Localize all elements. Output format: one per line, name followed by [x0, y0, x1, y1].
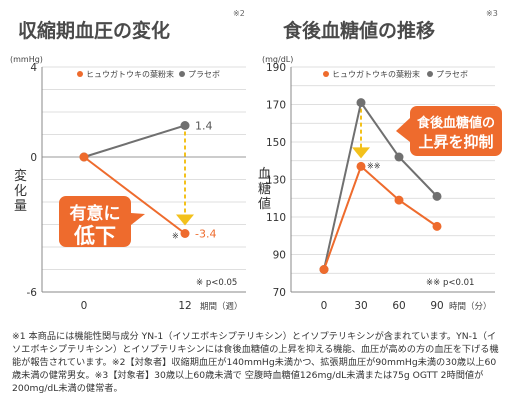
bp-legend-swatch-test	[77, 71, 83, 77]
glucose-callout: 食後血糖値の上昇を抑制	[396, 106, 502, 156]
glucose-y-axis-title: 血糖値	[258, 167, 271, 212]
bp-legend-label-placebo: プラセボ	[188, 70, 220, 79]
gl-series-line-test	[323, 164, 438, 270]
glucose-legend-swatch-test	[323, 71, 329, 77]
bp-y-tick-label: 0	[30, 152, 37, 164]
glucose-legend-label-test: ヒュウガトウキの葉粉末	[332, 69, 420, 79]
glucose-x-tick-labels: 0 30 60 90	[321, 300, 444, 312]
gl-data-point-test	[394, 195, 404, 205]
gl-y-axis-title-char: 糖	[258, 181, 271, 197]
bp-series: -3.4 1.4 ※	[79, 120, 216, 241]
glucose-legend-label-placebo: プラセボ	[436, 70, 468, 79]
gl-y-tick-label: 110	[266, 212, 286, 224]
bp-x-tick-labels: 0 12	[81, 300, 192, 312]
glucose-callout-text: 食後血糖値の上昇を抑制	[417, 115, 495, 151]
bp-y-tick-labels: 4 0 -6	[27, 62, 38, 299]
bp-chart-title-note: ※2	[233, 9, 245, 18]
glucose-legend: ヒュウガトウキの葉粉末 プラセボ	[323, 69, 468, 79]
gl-x-tick-label: 30	[354, 300, 367, 312]
bp-arrow-head	[176, 214, 194, 226]
gl-series-line-placebo	[323, 100, 438, 270]
bp-x-axis-title: 期間（週）	[200, 301, 243, 312]
bp-data-label: -3.4	[195, 228, 216, 241]
bp-callout-box	[59, 196, 131, 247]
bp-data-point-test	[79, 152, 89, 162]
bp-chart: 収縮期血圧の変化 ※2 (mmHg) ヒュウガトウキの葉粉末 プラセボ 4 0 -6…	[10, 9, 246, 312]
charts-canvas: 収縮期血圧の変化 ※2 (mmHg) ヒュウガトウキの葉粉末 プラセボ 4 0 -6…	[10, 9, 502, 312]
glucose-chart: 食後血糖値の推移 ※3 (mg/dL) ヒュウガトウキの葉粉末 プラセボ 190…	[258, 9, 502, 312]
gl-x-tick-label: 0	[321, 300, 328, 312]
bp-y-unit: (mmHg)	[10, 55, 43, 64]
glucose-x-axis-title: 時間（分）	[449, 301, 492, 312]
bp-x-tick-label: 12	[178, 300, 191, 312]
bp-y-tick-label: -6	[27, 287, 38, 299]
gl-data-point-placebo	[356, 98, 366, 108]
bp-data-point-placebo	[180, 121, 190, 130]
glucose-series: ※※	[319, 98, 442, 274]
bp-callout-line: 低下	[73, 224, 116, 248]
bp-series-line-placebo	[83, 124, 186, 158]
bp-callout: 有意に低下	[59, 196, 145, 248]
gl-x-tick-label: 60	[392, 300, 405, 312]
gl-y-axis-title-char: 値	[258, 196, 271, 212]
gl-y-tick-label: 90	[273, 250, 286, 262]
bp-legend-swatch-placebo	[179, 71, 185, 77]
gl-y-tick-label: 70	[273, 287, 286, 299]
bp-y-axis-title-char: 化	[14, 184, 27, 199]
bp-significance-note: ※ p<0.05	[196, 278, 237, 288]
gl-data-point-test	[356, 161, 366, 171]
bp-significance-mark: ※	[172, 232, 179, 241]
bp-data-label: 1.4	[195, 120, 213, 133]
gl-data-point-placebo	[394, 152, 404, 162]
bp-x-tick-label: 0	[81, 300, 88, 312]
gl-y-tick-label: 170	[266, 100, 286, 112]
glucose-significance-mark: ※※	[367, 161, 380, 170]
bp-callout-text: 有意に低下	[70, 203, 121, 248]
gl-x-tick-label: 90	[430, 300, 443, 312]
gl-y-tick-label: 130	[266, 175, 286, 187]
bp-data-point-test	[180, 229, 190, 238]
glucose-chart-title: 食後血糖値の推移	[283, 19, 435, 42]
glucose-callout-pointer	[396, 118, 410, 142]
bp-legend: ヒュウガトウキの葉粉末 プラセボ	[77, 69, 220, 79]
bp-callout-pointer	[131, 213, 145, 225]
gl-data-point-test	[432, 221, 442, 231]
gl-y-tick-label: 150	[266, 137, 286, 149]
bp-series-line-test	[83, 156, 186, 235]
gl-data-point-test	[319, 265, 329, 274]
gl-callout-line: 上昇を抑制	[418, 133, 493, 151]
glucose-dashed-arrow	[352, 108, 370, 159]
glucose-gridlines	[291, 66, 495, 274]
gl-arrow-head	[352, 147, 370, 159]
glucose-legend-swatch-placebo	[427, 71, 433, 77]
bp-legend-label-test: ヒュウガトウキの葉粉末	[86, 69, 174, 79]
glucose-chart-title-note: ※3	[486, 9, 498, 18]
gl-y-tick-label: 190	[266, 62, 286, 74]
gl-y-axis-title-char: 血	[258, 167, 271, 182]
bp-callout-line: 有意に	[70, 203, 121, 224]
glucose-y-unit: (mg/dL)	[262, 55, 293, 64]
glucose-significance-note: ※※ p<0.01	[426, 278, 474, 288]
glucose-y-tick-labels: 190 170 150 130 110 90 70	[266, 62, 286, 299]
gl-callout-line: 食後血糖値の	[417, 115, 495, 131]
bp-chart-title: 収縮期血圧の変化	[18, 19, 170, 42]
bp-y-axis-title-char: 量	[14, 199, 27, 214]
bp-dashed-arrow	[176, 131, 194, 226]
gl-data-point-placebo	[432, 191, 442, 201]
bp-y-axis-title-char: 変	[14, 168, 27, 184]
glucose-callout-box	[410, 106, 502, 156]
footnote-text: ※1 本商品には機能性関与成分 YN-1（イソエボキシプテリキシン）とイソプテリ…	[12, 331, 499, 394]
bp-y-tick-label: 4	[30, 62, 37, 74]
bp-y-axis-title: 変化量	[14, 168, 27, 214]
